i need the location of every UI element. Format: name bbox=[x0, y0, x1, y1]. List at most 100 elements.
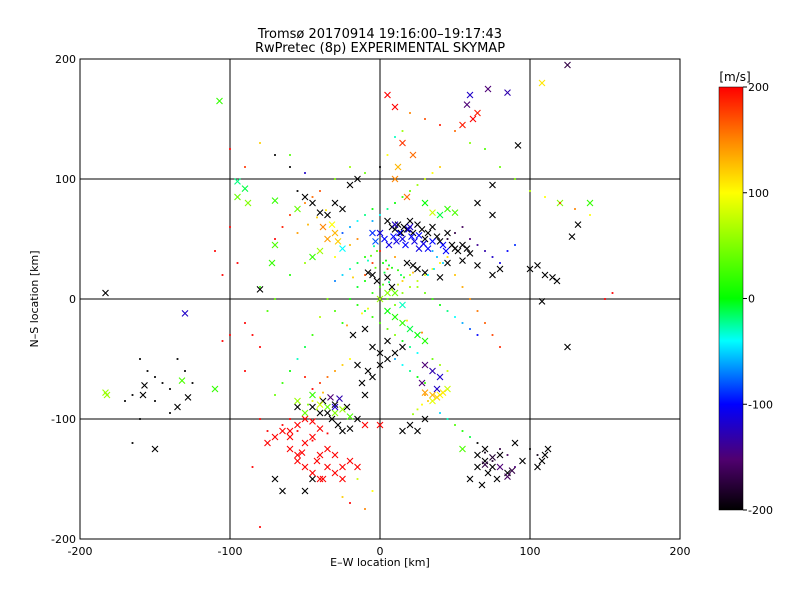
data-point-cross bbox=[444, 229, 451, 237]
data-point-cross bbox=[538, 457, 546, 465]
data-point-cross bbox=[444, 259, 451, 267]
data-point-dot bbox=[319, 396, 321, 399]
data-point-cross bbox=[421, 415, 429, 423]
data-point-dot bbox=[514, 178, 516, 180]
data-point-dot bbox=[352, 276, 354, 279]
data-point-dot bbox=[431, 298, 434, 300]
data-point-dot bbox=[304, 172, 306, 174]
data-point-cross bbox=[294, 457, 301, 465]
data-point-dot bbox=[371, 316, 374, 318]
data-point-dot bbox=[349, 358, 351, 360]
data-point-dot bbox=[371, 490, 374, 492]
data-point-cross bbox=[241, 185, 249, 192]
y-tick-label: 200 bbox=[55, 53, 76, 66]
data-point-cross bbox=[489, 454, 496, 461]
data-point-cross bbox=[324, 403, 331, 411]
x-tick-label: -200 bbox=[68, 545, 93, 558]
data-point-dot bbox=[574, 208, 576, 210]
data-point-dot bbox=[371, 292, 374, 294]
data-point-dot bbox=[529, 190, 531, 192]
data-points bbox=[102, 61, 614, 528]
data-point-cross bbox=[421, 269, 429, 276]
data-point-dot bbox=[446, 238, 449, 240]
data-point-dot bbox=[401, 130, 404, 132]
data-point-cross bbox=[294, 451, 301, 459]
data-point-cross bbox=[436, 274, 444, 281]
data-point-dot bbox=[401, 196, 404, 198]
data-point-dot bbox=[491, 256, 494, 258]
data-point-cross bbox=[151, 445, 159, 453]
data-point-cross bbox=[294, 403, 301, 411]
data-point-cross bbox=[433, 394, 441, 401]
data-point-cross bbox=[339, 463, 346, 471]
data-point-dot bbox=[334, 280, 336, 282]
grid-lines bbox=[80, 59, 680, 539]
data-point-dot bbox=[514, 466, 516, 468]
data-point-cross bbox=[508, 467, 516, 474]
colorbar-ticks: 200 100 0 -100 -200 bbox=[743, 81, 773, 517]
data-point-dot bbox=[424, 292, 426, 294]
colorbar-tick-label: -100 bbox=[748, 398, 773, 411]
data-point-dot bbox=[311, 388, 314, 390]
chart-title: Tromsø 20170914 19:16:00–19:17:43 bbox=[257, 27, 502, 42]
data-point-dot bbox=[394, 136, 396, 138]
data-point-cross bbox=[414, 265, 421, 273]
data-point-dot bbox=[367, 307, 369, 310]
data-point-dot bbox=[499, 346, 501, 348]
data-point-cross bbox=[489, 181, 496, 189]
data-point-cross bbox=[334, 238, 342, 245]
colorbar-tick-label: 200 bbox=[748, 81, 769, 94]
data-point-cross bbox=[421, 337, 429, 345]
data-point-dot bbox=[476, 442, 479, 444]
data-point-dot bbox=[364, 508, 366, 510]
data-point-dot bbox=[604, 298, 606, 300]
data-point-cross bbox=[586, 199, 594, 207]
data-point-cross bbox=[174, 403, 181, 411]
data-point-dot bbox=[311, 196, 314, 198]
data-point-cross bbox=[361, 421, 369, 429]
data-point-cross bbox=[139, 391, 147, 399]
data-point-cross bbox=[298, 449, 306, 456]
data-point-dot bbox=[484, 250, 486, 252]
data-point-cross bbox=[436, 373, 444, 381]
data-point-dot bbox=[289, 166, 291, 168]
data-point-cross bbox=[324, 463, 331, 471]
data-point-dot bbox=[454, 424, 456, 426]
data-point-cross bbox=[264, 439, 271, 447]
y-tick-label: 0 bbox=[69, 293, 76, 306]
data-point-cross bbox=[286, 427, 294, 435]
data-point-dot bbox=[221, 274, 224, 276]
data-point-cross bbox=[385, 241, 393, 249]
data-point-dot bbox=[484, 322, 486, 324]
data-point-cross bbox=[354, 415, 361, 423]
data-point-cross bbox=[421, 389, 429, 396]
data-point-cross bbox=[466, 250, 474, 257]
data-point-dot bbox=[484, 451, 486, 454]
data-point-cross bbox=[397, 229, 405, 237]
data-point-cross bbox=[418, 379, 426, 387]
data-point-cross bbox=[474, 199, 481, 207]
data-point-dot bbox=[274, 238, 276, 240]
data-point-dot bbox=[416, 376, 419, 378]
data-point-cross bbox=[484, 469, 492, 477]
data-point-dot bbox=[289, 274, 291, 276]
data-point-cross bbox=[514, 142, 522, 149]
data-point-dot bbox=[259, 142, 261, 144]
data-point-dot bbox=[311, 400, 314, 402]
data-point-dot bbox=[391, 288, 393, 291]
data-point-dot bbox=[416, 280, 419, 282]
data-point-dot bbox=[386, 208, 389, 210]
data-point-dot bbox=[341, 364, 344, 366]
data-point-cross bbox=[496, 463, 504, 471]
data-point-cross bbox=[394, 221, 402, 228]
data-point-dot bbox=[514, 244, 516, 246]
data-point-cross bbox=[414, 331, 421, 339]
data-point-dot bbox=[296, 232, 299, 234]
data-point-dot bbox=[154, 400, 156, 402]
data-point-dot bbox=[176, 358, 179, 360]
data-point-dot bbox=[371, 262, 374, 264]
data-point-cross bbox=[504, 89, 511, 96]
data-point-dot bbox=[124, 400, 126, 402]
data-point-dot bbox=[454, 130, 456, 132]
